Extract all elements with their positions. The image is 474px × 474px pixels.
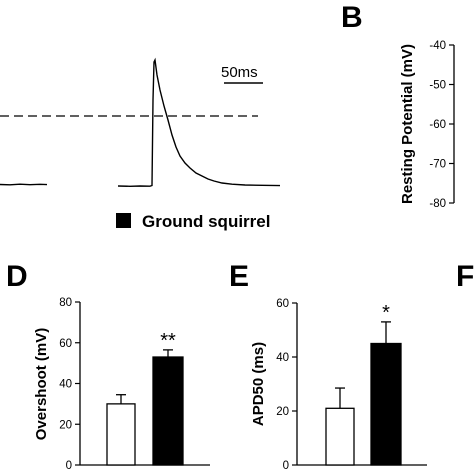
trace-ground-squirrel-ap [117, 57, 281, 188]
y-tick-label-b: -40 [429, 40, 446, 52]
y-tick-label-d: 60 [59, 338, 72, 350]
y-tick-label-b: -80 [429, 198, 446, 210]
y-axis-label-d: Overshoot (mV) [33, 328, 50, 441]
significance-d: ** [160, 330, 176, 352]
y-tick-label-b: -60 [429, 119, 446, 131]
y-tick-label-b: -50 [429, 80, 446, 92]
panel-letter-d: D [6, 260, 28, 293]
legend-swatch-ground-squirrel [116, 213, 131, 228]
y-tick-label-d: 20 [59, 419, 72, 431]
y-tick-label-d: 40 [59, 379, 72, 391]
chart-apd50: 0 20 40 60 APD50 (ms) * [250, 298, 427, 472]
action-potential-traces: 50ms [0, 57, 281, 188]
time-scale-label: 50ms [221, 64, 258, 81]
panel-letter-f: F [456, 260, 474, 293]
y-tick-label-d: 0 [66, 460, 72, 472]
y-tick-label-e: 40 [276, 352, 289, 364]
trace-baseline-left [0, 183, 48, 186]
legend-label-ground-squirrel: Ground squirrel [142, 212, 270, 231]
bar-d-filled [152, 356, 184, 466]
chart-resting-potential: -40 -50 -60 -70 -80 Resting Potential (mV) [399, 40, 455, 210]
y-axis-label-e: APD50 (ms) [250, 342, 267, 426]
significance-e: * [382, 302, 390, 324]
y-tick-label-e: 0 [283, 460, 289, 472]
y-axis-label-b: Resting Potential (mV) [399, 44, 416, 204]
y-tick-label-b: -70 [429, 159, 446, 171]
panel-letter-b: B [341, 1, 363, 34]
bar-e-open [325, 407, 355, 466]
bar-e-filled [370, 342, 402, 466]
panel-letter-e: E [229, 260, 249, 293]
bar-d-open [106, 403, 136, 466]
y-tick-label-d: 80 [59, 297, 72, 309]
y-tick-label-e: 60 [276, 298, 289, 310]
chart-overshoot: 0 20 40 60 80 Overshoot (mV) ** [33, 297, 210, 472]
y-tick-label-e: 20 [276, 406, 289, 418]
